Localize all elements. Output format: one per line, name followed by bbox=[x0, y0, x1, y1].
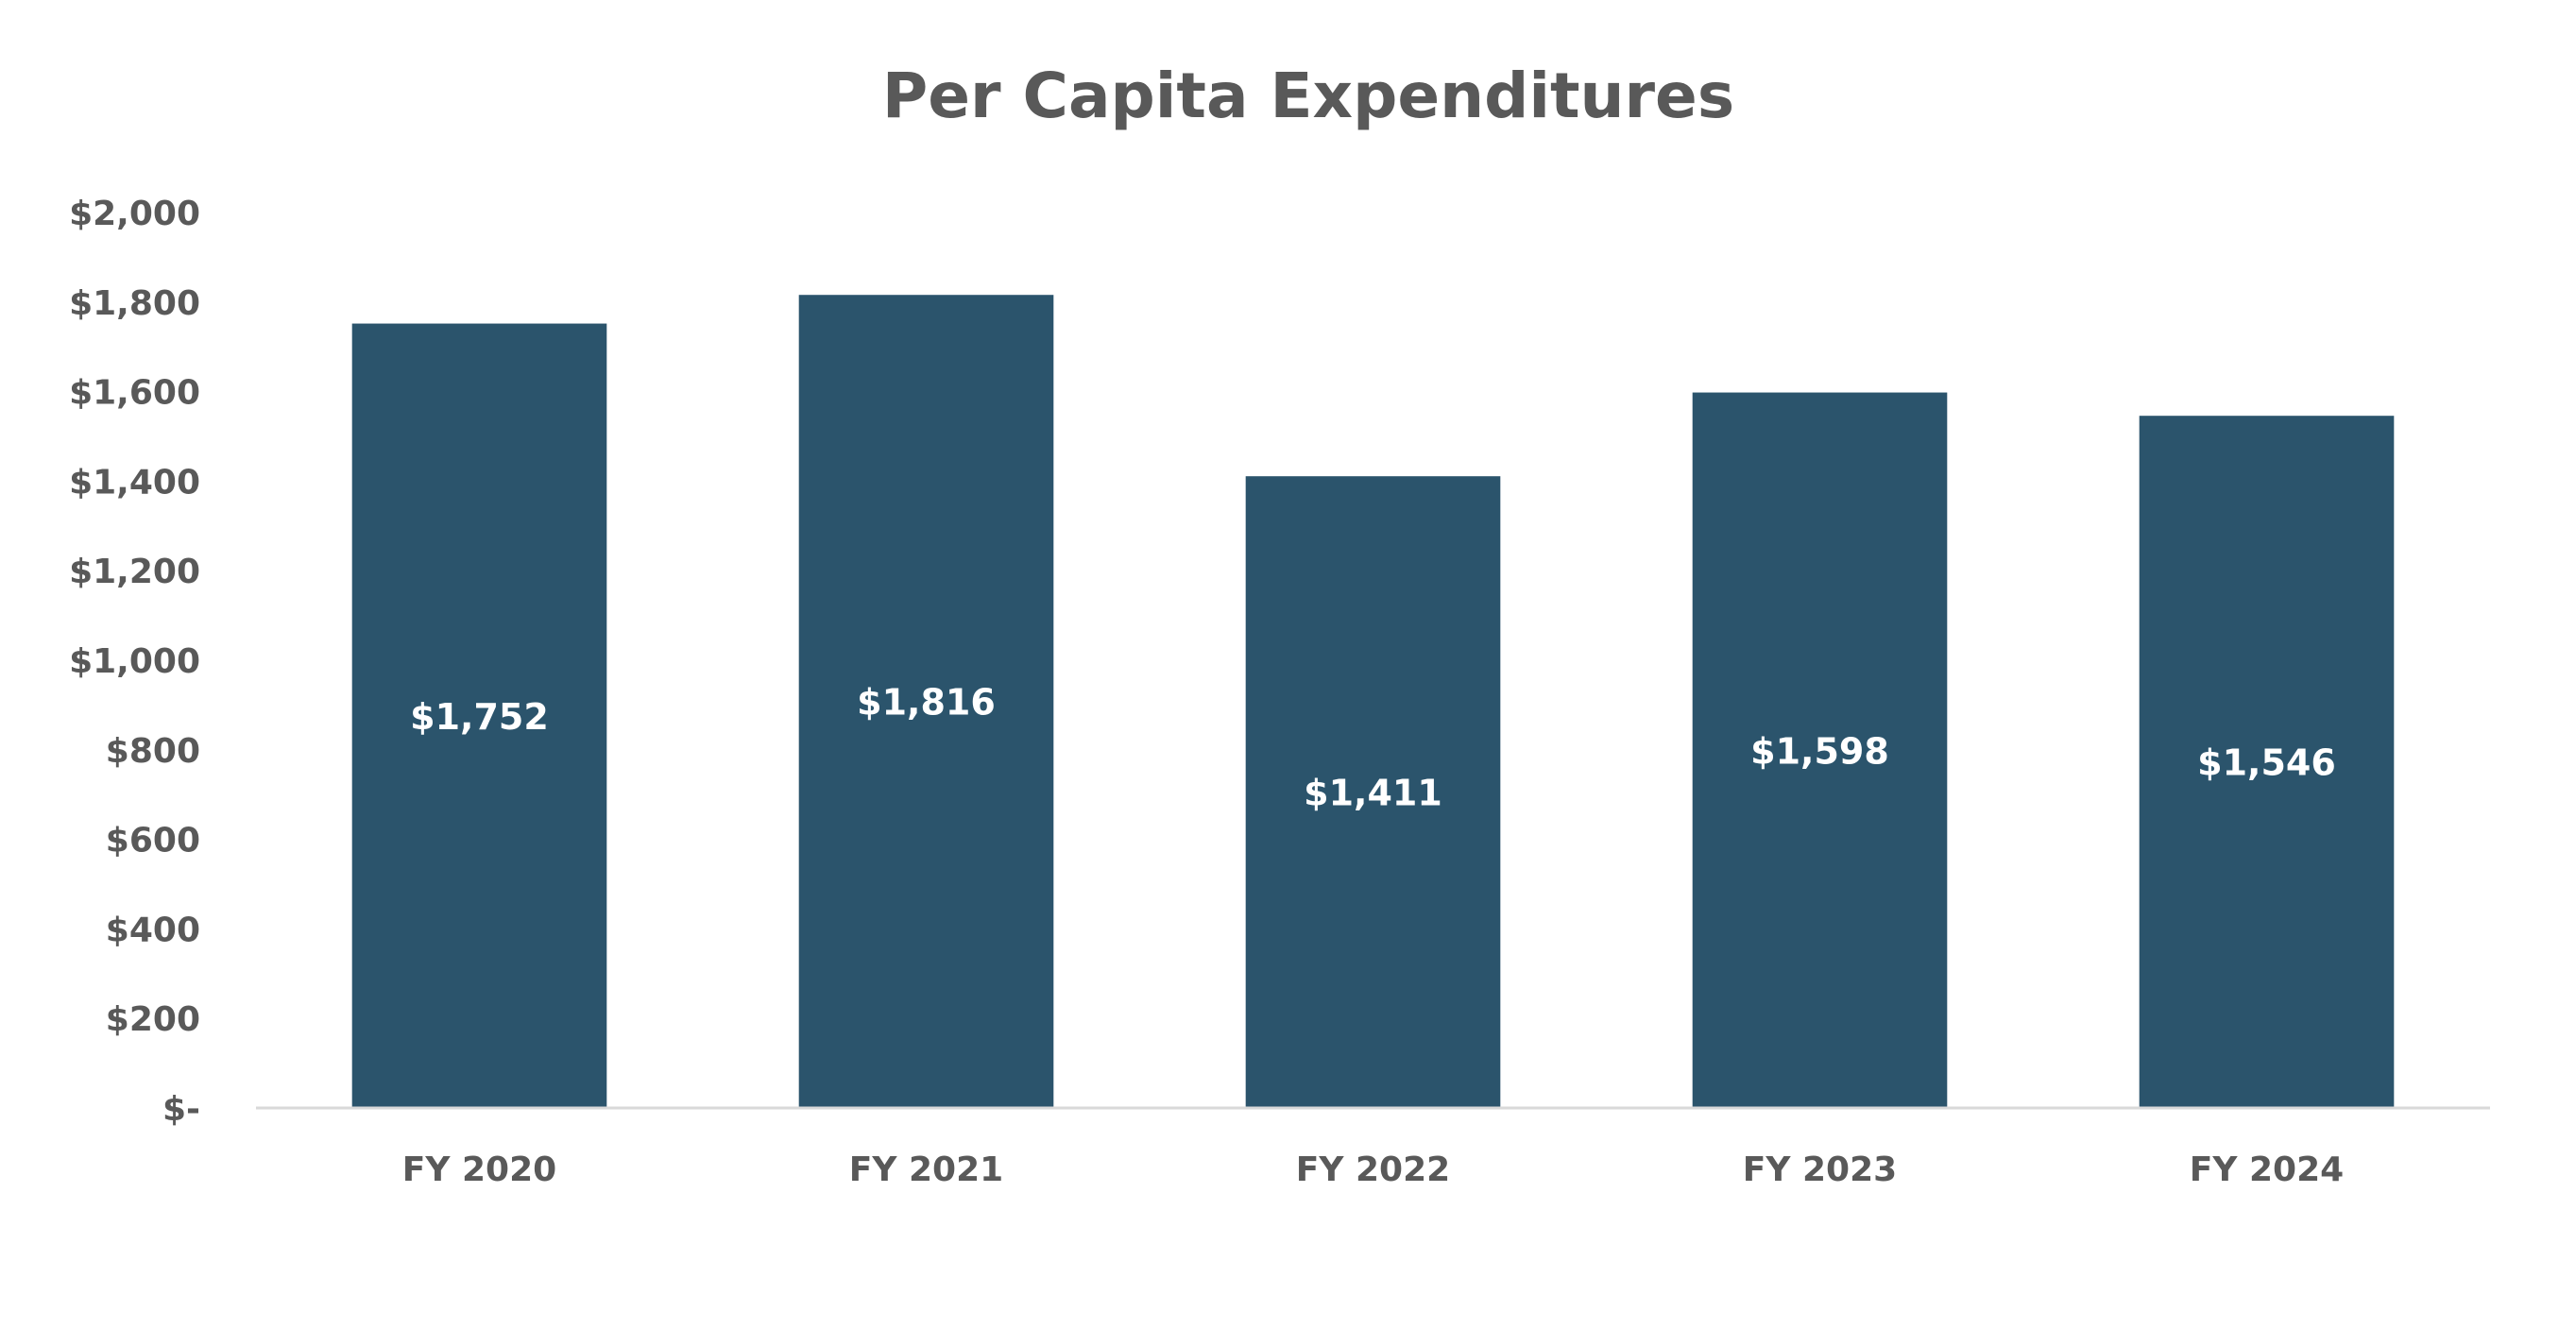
y-tick-label: $1,800 bbox=[69, 284, 200, 323]
y-tick-label: $400 bbox=[106, 911, 200, 949]
chart-title: Per Capita Expenditures bbox=[882, 60, 1734, 132]
data-label: $1,816 bbox=[857, 682, 996, 724]
y-tick-label: $800 bbox=[106, 732, 200, 771]
x-tick-label: FY 2023 bbox=[1743, 1150, 1897, 1189]
bar bbox=[2139, 416, 2395, 1108]
bar bbox=[351, 323, 607, 1108]
y-tick-label: $2,000 bbox=[69, 195, 200, 233]
y-axis: $- $200 $400 $600 $800 $1,000 $1,200 $1,400 $1,6… bbox=[69, 195, 200, 1129]
y-tick-label: $200 bbox=[106, 1000, 200, 1039]
y-tick-label: $- bbox=[162, 1090, 200, 1129]
data-label: $1,598 bbox=[1750, 730, 1889, 772]
x-tick-label: FY 2022 bbox=[1296, 1150, 1450, 1189]
x-tick-label: FY 2020 bbox=[402, 1150, 556, 1189]
y-tick-label: $1,000 bbox=[69, 642, 200, 681]
x-tick-label: FY 2024 bbox=[2190, 1150, 2344, 1189]
data-label: $1,752 bbox=[410, 696, 549, 738]
y-tick-label: $1,200 bbox=[69, 553, 200, 591]
y-tick-label: $1,600 bbox=[69, 374, 200, 413]
bars: $1,752 $1,816 $1,411 $1,598 $1,546 bbox=[351, 295, 2395, 1109]
bar bbox=[798, 295, 1054, 1108]
bar bbox=[1245, 476, 1501, 1108]
data-label: $1,546 bbox=[2197, 742, 2336, 784]
bar bbox=[1692, 392, 1948, 1109]
x-tick-label: FY 2021 bbox=[849, 1150, 1003, 1189]
y-tick-label: $1,400 bbox=[69, 463, 200, 502]
y-tick-label: $600 bbox=[106, 822, 200, 860]
data-label: $1,411 bbox=[1304, 773, 1442, 814]
x-axis: FY 2020 FY 2021 FY 2022 FY 2023 FY 2024 bbox=[402, 1150, 2344, 1189]
